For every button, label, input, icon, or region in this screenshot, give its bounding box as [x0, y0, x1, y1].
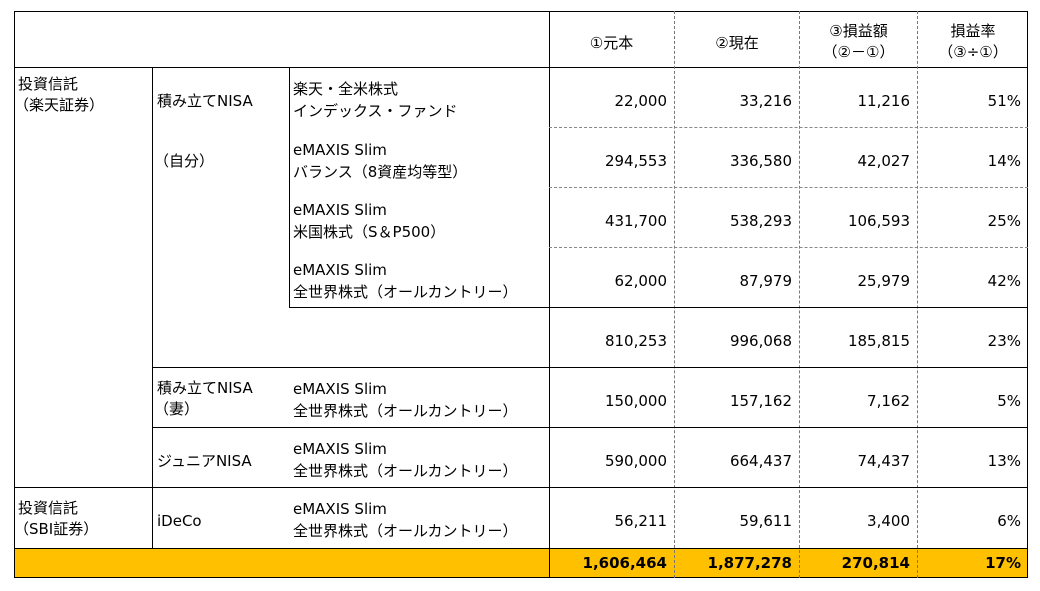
total-current: 1,877,278 — [707, 554, 792, 572]
subtotal-gain: 185,815 — [847, 332, 910, 350]
principal-value: 294,553 — [604, 152, 667, 170]
rate-value: 25% — [987, 212, 1021, 230]
current-value: 157,162 — [729, 392, 792, 410]
total-principal: 1,606,464 — [582, 554, 667, 572]
col-divider-account — [152, 67, 153, 549]
fund-name-detail: バランス（8資産均等型） — [293, 163, 468, 181]
principal-value: 22,000 — [614, 92, 668, 110]
row-divider — [549, 187, 1028, 188]
row-divider-total — [14, 548, 1028, 549]
current-value: 59,611 — [739, 512, 793, 530]
fund-name: 楽天・全米株式 — [293, 80, 399, 98]
account-junior-nisa: ジュニアNISA — [157, 452, 252, 470]
fund-name: eMAXIS Slim — [293, 440, 387, 458]
col-divider-principal — [549, 11, 550, 578]
header-divider — [14, 67, 1028, 68]
rate-value: 51% — [987, 92, 1021, 110]
gain-value: 42,027 — [857, 152, 911, 170]
gain-value: 7,162 — [867, 392, 910, 410]
rate-value: 14% — [987, 152, 1021, 170]
row-divider — [549, 247, 1028, 248]
current-value: 538,293 — [729, 212, 792, 230]
gain-value: 3,400 — [867, 512, 910, 530]
rate-value: 13% — [987, 452, 1021, 470]
subtotal-principal: 810,253 — [604, 332, 667, 350]
total-gain: 270,814 — [841, 554, 910, 572]
fund-name-detail: 米国株式（S＆P500） — [293, 223, 446, 241]
fund-name: eMAXIS Slim — [293, 380, 387, 398]
group-sbi: 投資信託 — [18, 499, 79, 517]
fund-name: eMAXIS Slim — [293, 500, 387, 518]
header-gain: ③損益額 — [829, 22, 888, 40]
row-divider-sbi — [14, 487, 1028, 488]
principal-value: 150,000 — [604, 392, 667, 410]
header-rate: 損益率 — [950, 22, 996, 40]
group-rakuten: 投資信託 — [18, 75, 79, 93]
border-top — [14, 11, 1028, 12]
row-divider-junior — [152, 427, 1028, 428]
header-gain-formula: （②－①） — [822, 43, 895, 61]
gain-value: 11,216 — [857, 92, 911, 110]
fund-name: eMAXIS Slim — [293, 141, 387, 159]
fund-name-detail: インデックス・ファンド — [293, 102, 458, 120]
principal-value: 431,700 — [604, 212, 667, 230]
account-tsumitate-self: 積み立てNISA — [157, 92, 253, 110]
header-rate-formula: （③÷①） — [938, 43, 1008, 61]
header-current: ②現在 — [715, 34, 759, 52]
col-divider-rate — [917, 11, 918, 578]
rate-value: 6% — [997, 512, 1021, 530]
current-value: 336,580 — [729, 152, 792, 170]
col-divider-current — [674, 11, 675, 578]
current-value: 33,216 — [739, 92, 793, 110]
fund-name: eMAXIS Slim — [293, 201, 387, 219]
principal-value: 56,211 — [614, 512, 668, 530]
fund-name-detail: 全世界株式（オールカントリー） — [293, 283, 518, 301]
subtotal-current: 996,068 — [729, 332, 792, 350]
col-divider-gain — [799, 11, 800, 578]
investment-table: ①元本 ②現在 ③損益額 （②－①） 損益率 （③÷①） 投資信託 （楽天証券）… — [14, 11, 1028, 578]
account-tsumitate-wife-owner: （妻） — [154, 400, 200, 418]
principal-value: 590,000 — [604, 452, 667, 470]
account-ideco: iDeCo — [157, 512, 202, 530]
row-divider — [549, 127, 1028, 128]
row-divider-subtotal — [289, 307, 1028, 308]
fund-name-detail: 全世界株式（オールカントリー） — [293, 402, 518, 420]
total-row-background — [14, 549, 1028, 578]
row-divider-wife — [152, 367, 1028, 368]
border-left — [14, 11, 15, 578]
fund-name: eMAXIS Slim — [293, 261, 387, 279]
current-value: 87,979 — [739, 272, 793, 290]
principal-value: 62,000 — [614, 272, 668, 290]
account-tsumitate-wife: 積み立てNISA — [157, 379, 253, 397]
gain-value: 74,437 — [857, 452, 911, 470]
group-sbi-broker: （SBI証券） — [14, 520, 99, 538]
total-rate: 17% — [985, 554, 1021, 572]
group-rakuten-broker: （楽天証券） — [14, 96, 105, 114]
subtotal-rate: 23% — [987, 332, 1021, 350]
gain-value: 106,593 — [847, 212, 910, 230]
fund-name-detail: 全世界株式（オールカントリー） — [293, 462, 518, 480]
col-divider-fund — [289, 67, 290, 308]
fund-name-detail: 全世界株式（オールカントリー） — [293, 522, 518, 540]
rate-value: 5% — [997, 392, 1021, 410]
header-principal: ①元本 — [589, 34, 634, 52]
gain-value: 25,979 — [857, 272, 911, 290]
rate-value: 42% — [987, 272, 1021, 290]
border-bottom — [14, 577, 1028, 578]
account-tsumitate-self-owner: （自分） — [154, 152, 215, 170]
border-right — [1027, 11, 1028, 578]
current-value: 664,437 — [729, 452, 792, 470]
